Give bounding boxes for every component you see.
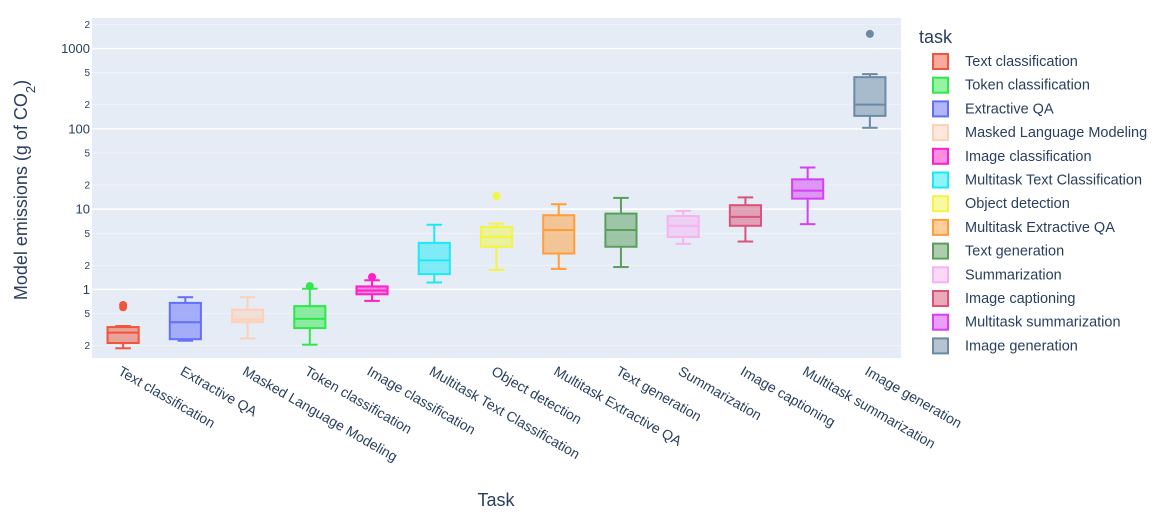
outlier-point[interactable] [492, 192, 501, 201]
y-tick-label: 10 [76, 202, 90, 217]
y-minor-tick-label: 2 [84, 100, 90, 111]
legend-item[interactable]: Text generation [932, 242, 1064, 260]
box-object-detection[interactable] [479, 192, 514, 271]
legend-swatch [932, 100, 949, 118]
box-extractive-qa[interactable] [168, 296, 202, 342]
legend[interactable]: task Text classification Token classifica… [919, 27, 1147, 355]
box-multitask-summarization[interactable] [791, 166, 825, 226]
legend-label: Masked Language Modeling [965, 125, 1147, 141]
box-iqr [293, 305, 327, 330]
box-text-generation[interactable] [604, 196, 638, 269]
y-minor-tick-label: 2 [84, 180, 90, 191]
legend-title: task [919, 27, 953, 47]
box-token-classification[interactable] [293, 282, 327, 346]
y-minor-tick-label: 5 [84, 309, 90, 320]
legend-swatch [932, 313, 949, 331]
legend-label: Multitask Extractive QA [965, 220, 1115, 236]
legend-label: Object detection [965, 196, 1070, 212]
legend-item[interactable]: Token classification [932, 76, 1090, 94]
legend-swatch [932, 218, 949, 236]
legend-label: Text generation [965, 244, 1064, 260]
y-minor-tick-label: 2 [84, 20, 90, 31]
legend-swatch [932, 171, 949, 189]
legend-swatch [932, 195, 949, 213]
legend-label: Image captioning [965, 291, 1075, 307]
box-text-classification[interactable] [106, 300, 140, 350]
gridlines [92, 23, 901, 346]
legend-swatch [932, 290, 949, 307]
legend-item[interactable]: Multitask Text Classification [932, 171, 1142, 189]
box-multitask-text-classification[interactable] [417, 223, 451, 284]
legend-swatch [932, 266, 949, 284]
box-iqr [168, 301, 202, 341]
outlier-point[interactable] [305, 282, 314, 291]
legend-swatch [932, 53, 949, 70]
box-iqr [791, 178, 825, 200]
legend-item[interactable]: Extractive QA [932, 100, 1054, 118]
y-tick-label: 100 [68, 121, 90, 136]
y-tick-label: 1000 [61, 41, 90, 56]
legend-label: Token classification [965, 78, 1090, 94]
legend-swatch [932, 76, 949, 94]
legend-item[interactable]: Multitask summarization [932, 313, 1121, 331]
y-axis-title: Model emissions (g of CO2) [11, 80, 38, 300]
legend-label: Extractive QA [965, 101, 1054, 117]
legend-item[interactable]: Multitask Extractive QA [932, 218, 1115, 236]
legend-item[interactable]: Image captioning [932, 290, 1075, 307]
box-image-generation[interactable] [853, 29, 887, 129]
legend-item[interactable]: Masked Language Modeling [932, 124, 1147, 142]
legend-swatch [932, 337, 949, 355]
legend-item[interactable]: Object detection [932, 195, 1070, 213]
legend-label: Image classification [965, 149, 1092, 165]
box-summarization[interactable] [666, 209, 700, 245]
box-series [106, 29, 887, 350]
box-iqr [106, 326, 140, 345]
y-axis-ticks: 1 10 100 1000 2 5 2 5 2 5 2 5 2 [61, 20, 90, 352]
legend-label: Multitask summarization [965, 315, 1121, 331]
box-iqr [853, 76, 887, 117]
y-minor-tick-label: 2 [84, 341, 90, 352]
legend-label: Image generation [965, 338, 1078, 354]
y-tick-label: 1 [83, 282, 90, 297]
x-tick-label: Image classification [365, 363, 479, 438]
legend-item[interactable]: Image classification [932, 147, 1092, 165]
legend-label: Text classification [965, 54, 1078, 70]
box-image-captioning[interactable] [728, 196, 762, 243]
box-masked-language-modeling[interactable] [231, 296, 265, 340]
y-minor-tick-label: 5 [84, 149, 90, 160]
legend-swatch [932, 124, 949, 142]
outlier-point[interactable] [865, 29, 874, 38]
box-iqr [542, 214, 576, 255]
y-minor-tick-label: 2 [84, 261, 90, 272]
legend-item[interactable]: Image generation [932, 337, 1078, 355]
box-multitask-extractive-qa[interactable] [542, 203, 576, 270]
box-iqr [417, 241, 451, 276]
legend-label: Summarization [965, 267, 1062, 283]
legend-item[interactable]: Summarization [932, 266, 1062, 284]
box-iqr [728, 204, 762, 227]
legend-swatch [932, 147, 949, 165]
outlier-point[interactable] [368, 272, 377, 281]
legend-swatch [932, 242, 949, 260]
outlier-point[interactable] [119, 300, 128, 309]
x-axis-title: Task [477, 490, 515, 510]
box-image-classification[interactable] [355, 272, 389, 302]
legend-item[interactable]: Text classification [932, 53, 1078, 70]
y-minor-tick-label: 5 [84, 68, 90, 79]
plot-area [92, 18, 901, 358]
legend-label: Multitask Text Classification [965, 173, 1142, 189]
y-minor-tick-label: 5 [84, 229, 90, 240]
